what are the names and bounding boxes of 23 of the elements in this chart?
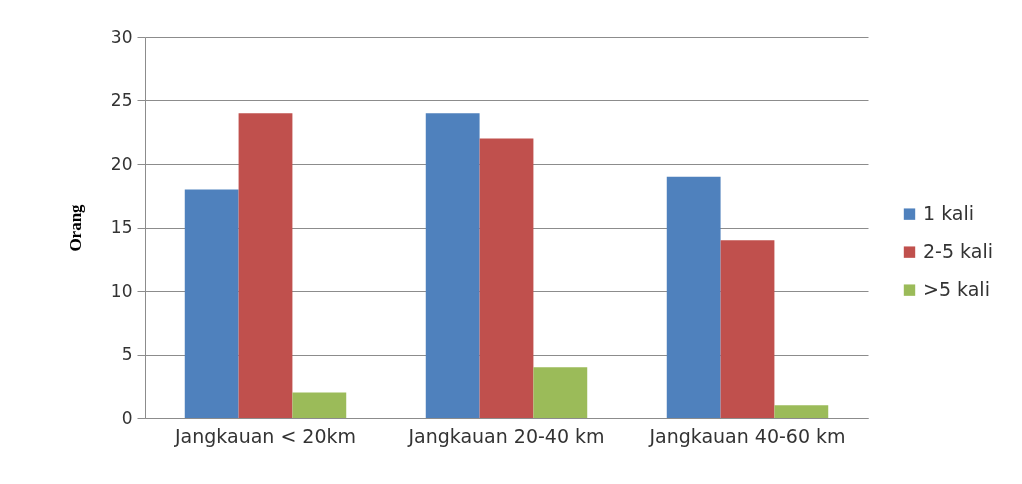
bar <box>425 113 480 418</box>
y-tick-label: 10 <box>110 280 133 301</box>
y-tick-label: 25 <box>110 90 133 110</box>
legend-label: >5 kali <box>923 278 990 301</box>
legend-label: 2-5 kali <box>923 240 993 263</box>
bar <box>479 138 534 418</box>
y-tick-label: 0 <box>121 407 133 428</box>
y-tick-label: 5 <box>121 344 133 364</box>
x-tick-label: Jangkauan 40-60 km <box>648 424 846 447</box>
y-tick-label: 30 <box>110 26 133 47</box>
bar <box>720 240 775 418</box>
legend-label: 1 kali <box>923 202 974 225</box>
bar <box>238 113 293 418</box>
bar <box>184 189 239 418</box>
bar <box>292 392 347 418</box>
x-tick-label: Jangkauan < 20km <box>173 424 357 447</box>
bar <box>666 176 721 418</box>
y-tick-label: 15 <box>110 217 133 237</box>
y-tick-label: 20 <box>110 153 133 174</box>
bar <box>774 405 829 418</box>
y-axis-title: Orang <box>65 203 85 252</box>
x-tick-label: Jangkauan 20-40 km <box>407 424 605 447</box>
bar <box>533 367 588 418</box>
